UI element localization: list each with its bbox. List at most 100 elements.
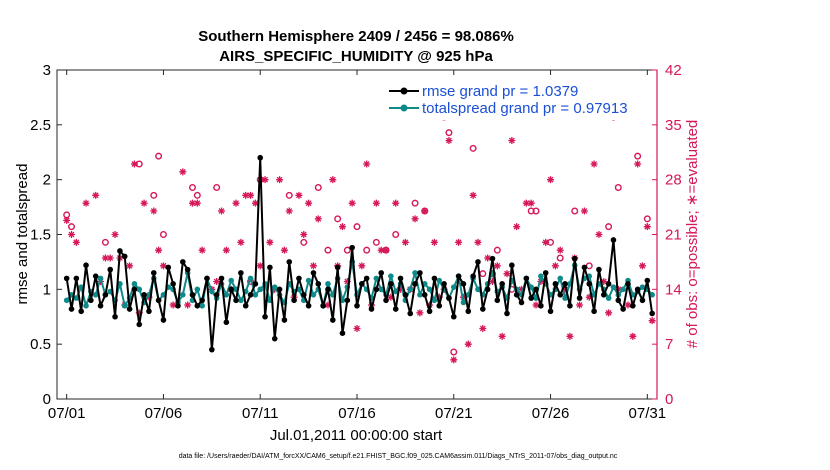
rmse-point bbox=[397, 275, 404, 282]
obs-evaluated-point bbox=[324, 301, 332, 309]
totalspread-point bbox=[378, 286, 384, 293]
rmse-point bbox=[252, 281, 259, 287]
obs-evaluated-point bbox=[169, 301, 177, 309]
obs-evaluated-point bbox=[111, 231, 119, 238]
totalspread-point bbox=[407, 286, 414, 293]
rmse-point bbox=[344, 297, 351, 304]
rmse-point bbox=[412, 281, 418, 287]
obs-evaluated-point bbox=[561, 285, 569, 293]
rmse-point bbox=[460, 281, 467, 287]
rmse-point bbox=[175, 302, 181, 309]
totalspread-point bbox=[73, 295, 80, 301]
obs-evaluated-point bbox=[392, 199, 400, 207]
rmse-point bbox=[615, 297, 622, 304]
obs-possible-point bbox=[556, 254, 564, 262]
obs-evaluated-point bbox=[508, 137, 516, 144]
totalspread-point bbox=[557, 275, 564, 282]
rmse-point bbox=[552, 281, 559, 287]
y-axis-left: 0 0.5 1 1.5 2 2.5 3 bbox=[30, 62, 62, 408]
rmse-point bbox=[180, 259, 186, 265]
obs-evaluated-point bbox=[498, 332, 506, 340]
obs-evaluated-point bbox=[184, 301, 192, 309]
obs-evaluated-point bbox=[474, 238, 482, 246]
obs-possible-point bbox=[155, 152, 163, 160]
obs-evaluated-point bbox=[242, 191, 250, 199]
rmse-point bbox=[305, 302, 312, 309]
rmse-point bbox=[402, 292, 409, 298]
obs-evaluated-point bbox=[522, 199, 530, 207]
rmse-point bbox=[639, 297, 646, 304]
rmse-point bbox=[605, 281, 612, 287]
obs-possible-point bbox=[493, 246, 501, 254]
obs-evaluated-point bbox=[101, 254, 109, 262]
rmse-point bbox=[446, 295, 452, 301]
obs-evaluated-point bbox=[648, 317, 656, 325]
obs-possible-point bbox=[643, 215, 651, 223]
obs-possible-point bbox=[614, 183, 622, 191]
rmse-point bbox=[494, 297, 501, 304]
obs-evaluated-point bbox=[353, 325, 361, 332]
obs-evaluated-point bbox=[179, 168, 187, 176]
totalspread-point bbox=[460, 299, 467, 306]
rmse-point bbox=[392, 306, 399, 312]
rmse-point bbox=[218, 275, 225, 282]
rmse-point bbox=[518, 299, 525, 306]
obs-possible-point bbox=[411, 199, 419, 207]
rmse-point bbox=[78, 308, 84, 315]
rmse-point bbox=[88, 297, 94, 304]
obs-possible-point bbox=[372, 238, 380, 246]
rmse-point bbox=[68, 306, 75, 312]
rmse-point bbox=[146, 308, 152, 315]
y-tick-label: 2 bbox=[43, 172, 51, 189]
obs-evaluated-point bbox=[455, 238, 463, 246]
obs-evaluated-point bbox=[285, 207, 293, 215]
rmse-point bbox=[509, 262, 515, 269]
rmse-point bbox=[383, 297, 389, 304]
rmse-point bbox=[634, 286, 641, 293]
obs-evaluated-point bbox=[130, 160, 138, 168]
rmse-point bbox=[499, 281, 505, 287]
rmse-point bbox=[242, 302, 249, 309]
rmse-point bbox=[262, 313, 268, 320]
obs-evaluated-point bbox=[416, 309, 424, 317]
rmse-point bbox=[620, 306, 626, 312]
obs-possible-point bbox=[193, 191, 201, 199]
rmse-point bbox=[465, 308, 472, 315]
rmse-point bbox=[557, 292, 564, 298]
totalspread-point bbox=[252, 292, 259, 298]
rmse-point bbox=[209, 346, 215, 353]
obs-evaluated-point bbox=[513, 223, 521, 231]
rmse-point bbox=[441, 281, 447, 287]
rmse-point bbox=[117, 248, 123, 254]
rmse-point bbox=[455, 273, 462, 279]
totalspread-point bbox=[121, 302, 128, 309]
obs-possible-point bbox=[334, 215, 342, 223]
totalspread-point bbox=[412, 270, 418, 276]
rmse-point bbox=[315, 281, 322, 287]
rmse-point bbox=[533, 286, 539, 293]
obs-possible-point bbox=[314, 183, 322, 191]
rmse-point bbox=[296, 275, 302, 282]
rmse-point bbox=[247, 292, 254, 298]
rmse-point bbox=[233, 297, 239, 304]
obs-evaluated-point bbox=[338, 223, 346, 231]
rmse-point bbox=[286, 259, 293, 265]
obs-evaluated-point bbox=[193, 199, 201, 207]
obs-evaluated-point bbox=[629, 332, 637, 340]
y-axis-label-right: # of obs: o=possible; ∗=evaluated bbox=[684, 120, 701, 349]
rmse-point bbox=[141, 292, 147, 298]
rmse-point bbox=[126, 306, 133, 312]
y-tick-right-label: 42 bbox=[665, 62, 682, 79]
rmse-point bbox=[107, 266, 114, 273]
totalspread-point bbox=[180, 292, 186, 298]
obs-evaluated-point bbox=[450, 356, 458, 364]
obs-possible-point bbox=[188, 183, 196, 191]
obs-evaluated-point bbox=[305, 199, 313, 207]
obs-evaluated-point bbox=[518, 285, 526, 293]
obs-possible-point bbox=[532, 207, 540, 215]
totalspread-point bbox=[238, 297, 244, 304]
rmse-point bbox=[276, 286, 283, 293]
obs-evaluated-point bbox=[329, 176, 337, 184]
obs-possible-point bbox=[445, 129, 453, 137]
plot-area bbox=[56, 69, 658, 400]
